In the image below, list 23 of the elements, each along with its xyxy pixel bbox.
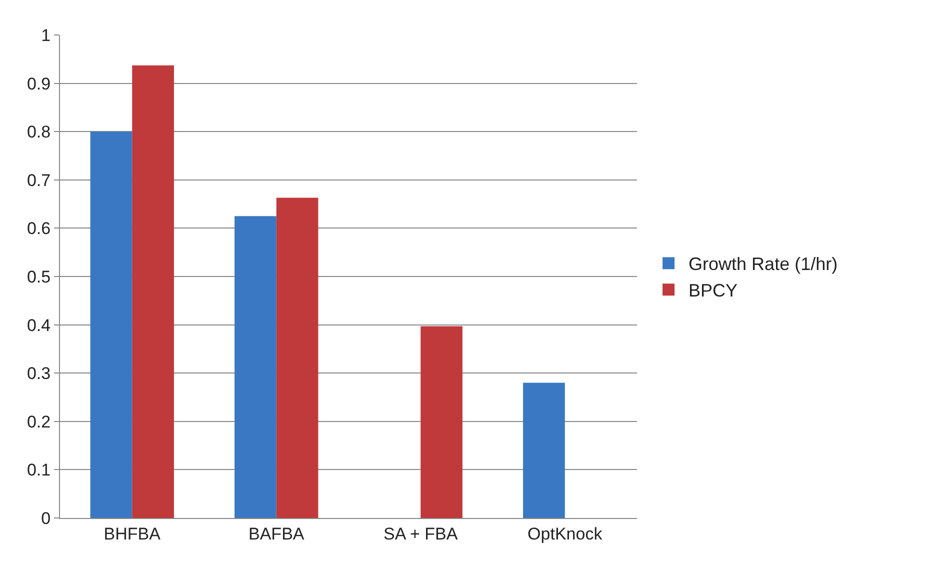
y-tick-label: 0.5 — [26, 267, 51, 286]
bar — [90, 132, 132, 518]
bar — [523, 382, 565, 518]
x-tick-label: BAFBA — [248, 524, 305, 544]
y-tick-label: 0.4 — [26, 316, 51, 335]
y-tick-label: 0.7 — [26, 170, 51, 190]
y-tick-label: 0.3 — [26, 364, 51, 384]
y-tick-label: 0.8 — [26, 122, 51, 142]
legend-label: Growth Rate (1/hr) — [688, 254, 838, 274]
y-tick-label: 0 — [41, 508, 51, 528]
y-tick-label: 1 — [41, 26, 51, 45]
y-tick-label: 0.6 — [26, 219, 51, 238]
bar — [234, 216, 276, 518]
y-tick-label: 0.2 — [26, 412, 51, 432]
x-tick-label: BHFBA — [104, 524, 162, 544]
x-tick-label: SA + FBA — [384, 524, 458, 544]
bar — [276, 198, 318, 518]
bar — [420, 326, 462, 518]
y-tick-label: 0.9 — [26, 74, 51, 94]
legend-label: BPCY — [688, 280, 738, 301]
bar — [132, 65, 174, 518]
y-tick-label: 0.1 — [26, 460, 51, 480]
x-tick-label: OptKnock — [528, 524, 603, 544]
